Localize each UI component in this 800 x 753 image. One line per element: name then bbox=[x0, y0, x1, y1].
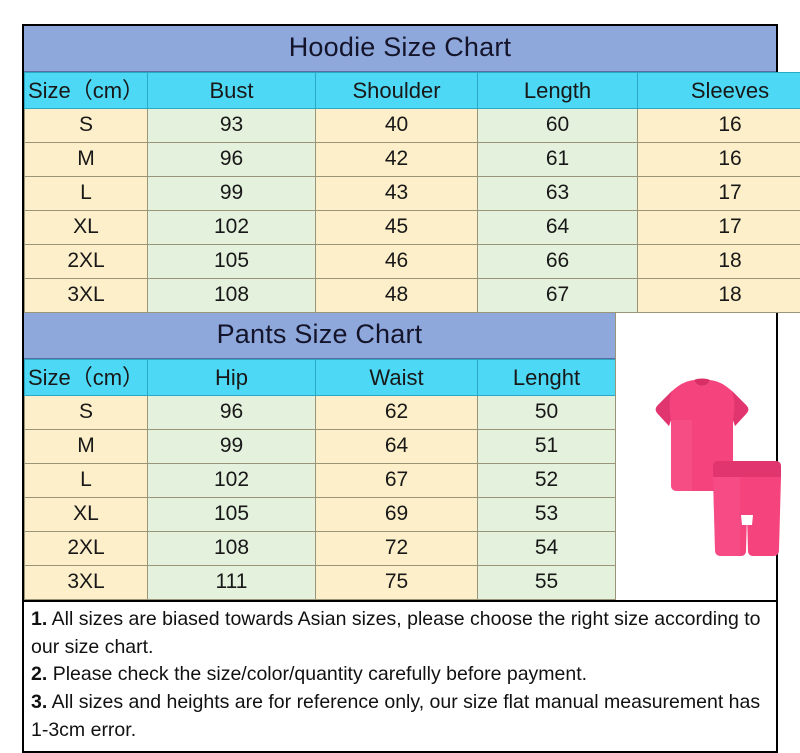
table-row: 3XL 111 75 55 bbox=[25, 566, 616, 600]
cell-length: 61 bbox=[478, 143, 638, 177]
pants-section: Pants Size Chart Size（cm） Hip Waist Leng… bbox=[24, 313, 615, 600]
table-row: XL 105 69 53 bbox=[25, 498, 616, 532]
cell-hip: 96 bbox=[148, 396, 316, 430]
cell-shoulder: 48 bbox=[316, 279, 478, 313]
hoodie-col-sleeves: Sleeves bbox=[638, 73, 800, 109]
cell-bust: 93 bbox=[148, 109, 316, 143]
cell-size: S bbox=[25, 109, 148, 143]
table-row: 3XL 108 48 67 18 bbox=[25, 279, 800, 313]
pants-col-hip: Hip bbox=[148, 360, 316, 396]
table-row: M 96 42 61 16 bbox=[25, 143, 800, 177]
note-number: 1. bbox=[31, 608, 47, 630]
cell-size: S bbox=[25, 396, 148, 430]
tee-and-shorts-icon bbox=[622, 365, 782, 580]
table-row: L 99 43 63 17 bbox=[25, 177, 800, 211]
cell-size: M bbox=[25, 430, 148, 464]
cell-length: 67 bbox=[478, 279, 638, 313]
cell-size: XL bbox=[25, 498, 148, 532]
note-item: 2. Please check the size/color/quantity … bbox=[31, 661, 770, 689]
cell-bust: 102 bbox=[148, 211, 316, 245]
cell-length: 51 bbox=[478, 430, 616, 464]
cell-hip: 102 bbox=[148, 464, 316, 498]
cell-size: L bbox=[25, 177, 148, 211]
cell-length: 50 bbox=[478, 396, 616, 430]
cell-sleeves: 16 bbox=[638, 109, 800, 143]
cell-bust: 108 bbox=[148, 279, 316, 313]
table-row: L 102 67 52 bbox=[25, 464, 616, 498]
shorts-icon bbox=[713, 461, 781, 556]
cell-sleeves: 16 bbox=[638, 143, 800, 177]
cell-shoulder: 40 bbox=[316, 109, 478, 143]
cell-hip: 99 bbox=[148, 430, 316, 464]
table-row: M 99 64 51 bbox=[25, 430, 616, 464]
note-item: 3. All sizes and heights are for referen… bbox=[31, 689, 770, 744]
hoodie-size-table: Size（cm） Bust Shoulder Length Sleeves S … bbox=[24, 72, 800, 313]
size-notes: 1. All sizes are biased towards Asian si… bbox=[24, 600, 776, 751]
pants-col-waist: Waist bbox=[316, 360, 478, 396]
hoodie-col-size: Size（cm） bbox=[25, 73, 148, 109]
table-row: XL 102 45 64 17 bbox=[25, 211, 800, 245]
cell-size: L bbox=[25, 464, 148, 498]
cell-length: 64 bbox=[478, 211, 638, 245]
cell-size: XL bbox=[25, 211, 148, 245]
cell-length: 54 bbox=[478, 532, 616, 566]
hoodie-header-row: Size（cm） Bust Shoulder Length Sleeves bbox=[25, 73, 800, 109]
cell-length: 60 bbox=[478, 109, 638, 143]
pants-col-length: Lenght bbox=[478, 360, 616, 396]
note-number: 3. bbox=[31, 691, 47, 713]
cell-bust: 105 bbox=[148, 245, 316, 279]
cell-hip: 108 bbox=[148, 532, 316, 566]
cell-size: M bbox=[25, 143, 148, 177]
pants-col-size: Size（cm） bbox=[25, 360, 148, 396]
cell-sleeves: 17 bbox=[638, 211, 800, 245]
cell-shoulder: 45 bbox=[316, 211, 478, 245]
hoodie-col-bust: Bust bbox=[148, 73, 316, 109]
cell-bust: 99 bbox=[148, 177, 316, 211]
cell-waist: 64 bbox=[316, 430, 478, 464]
cell-bust: 96 bbox=[148, 143, 316, 177]
cell-hip: 105 bbox=[148, 498, 316, 532]
cell-waist: 75 bbox=[316, 566, 478, 600]
size-chart-sheet: Hoodie Size Chart Size（cm） Bust Shoulder… bbox=[22, 24, 778, 753]
pants-chart-title: Pants Size Chart bbox=[24, 313, 615, 359]
cell-length: 52 bbox=[478, 464, 616, 498]
hoodie-chart-title: Hoodie Size Chart bbox=[24, 26, 776, 72]
cell-waist: 62 bbox=[316, 396, 478, 430]
cell-size: 2XL bbox=[25, 532, 148, 566]
cell-waist: 67 bbox=[316, 464, 478, 498]
table-row: 2XL 108 72 54 bbox=[25, 532, 616, 566]
cell-size: 2XL bbox=[25, 245, 148, 279]
pants-size-table: Size（cm） Hip Waist Lenght S 96 62 50 M bbox=[24, 359, 616, 600]
cell-size: 3XL bbox=[25, 279, 148, 313]
hoodie-col-shoulder: Shoulder bbox=[316, 73, 478, 109]
note-number: 2. bbox=[31, 663, 47, 685]
cell-waist: 72 bbox=[316, 532, 478, 566]
hoodie-col-length: Length bbox=[478, 73, 638, 109]
cell-sleeves: 18 bbox=[638, 279, 800, 313]
cell-size: 3XL bbox=[25, 566, 148, 600]
cell-sleeves: 18 bbox=[638, 245, 800, 279]
cell-hip: 111 bbox=[148, 566, 316, 600]
cell-waist: 69 bbox=[316, 498, 478, 532]
note-text: All sizes are biased towards Asian sizes… bbox=[31, 608, 760, 658]
product-photo bbox=[615, 313, 776, 600]
note-text: Please check the size/color/quantity car… bbox=[53, 663, 587, 685]
cell-sleeves: 17 bbox=[638, 177, 800, 211]
cell-shoulder: 42 bbox=[316, 143, 478, 177]
cell-length: 53 bbox=[478, 498, 616, 532]
cell-length: 55 bbox=[478, 566, 616, 600]
table-row: 2XL 105 46 66 18 bbox=[25, 245, 800, 279]
cell-length: 66 bbox=[478, 245, 638, 279]
note-text: All sizes and heights are for reference … bbox=[31, 691, 760, 741]
pants-header-row: Size（cm） Hip Waist Lenght bbox=[25, 360, 616, 396]
note-item: 1. All sizes are biased towards Asian si… bbox=[31, 606, 770, 661]
table-row: S 93 40 60 16 bbox=[25, 109, 800, 143]
cell-shoulder: 46 bbox=[316, 245, 478, 279]
garment-illustration bbox=[616, 313, 776, 600]
cell-length: 63 bbox=[478, 177, 638, 211]
cell-shoulder: 43 bbox=[316, 177, 478, 211]
pants-and-photo-row: Pants Size Chart Size（cm） Hip Waist Leng… bbox=[24, 313, 776, 600]
table-row: S 96 62 50 bbox=[25, 396, 616, 430]
